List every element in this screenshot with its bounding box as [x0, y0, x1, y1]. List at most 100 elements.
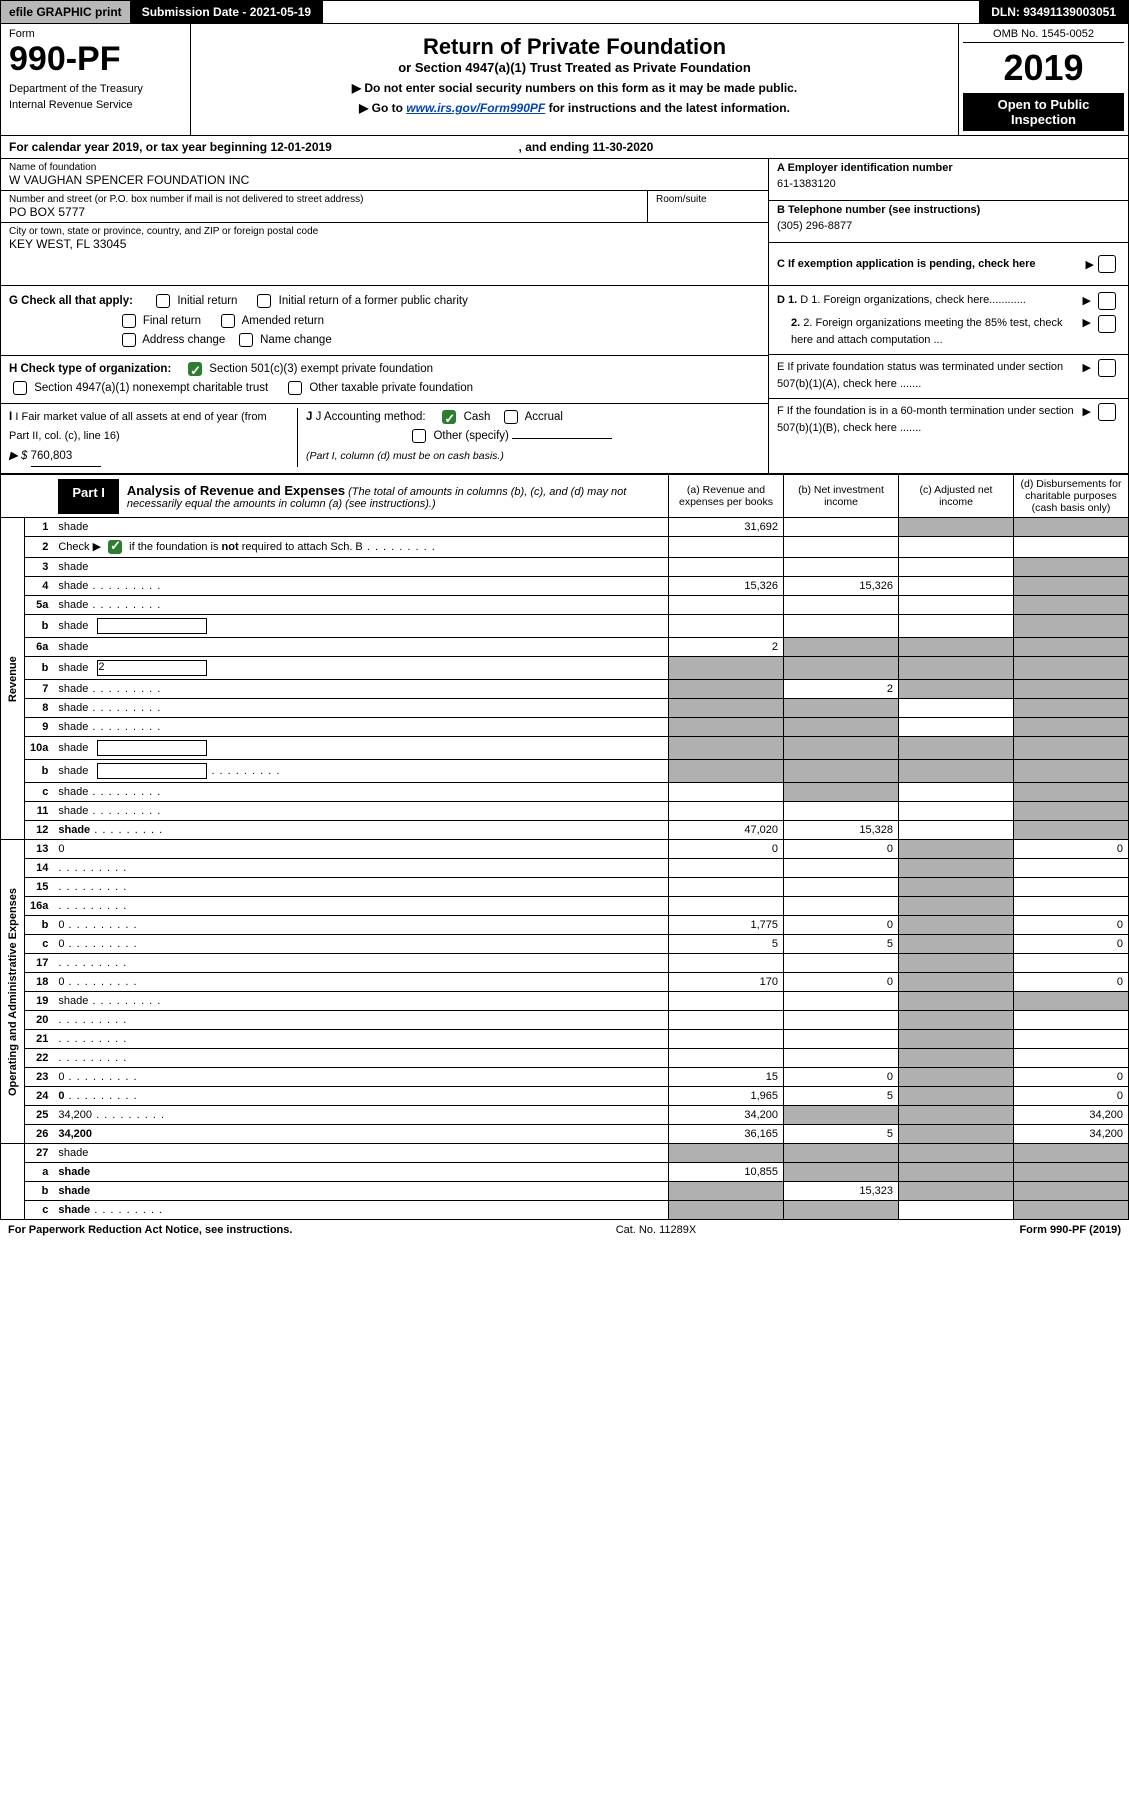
row-number: 8 — [25, 699, 54, 718]
dln-label: DLN: 93491139003051 — [979, 1, 1128, 23]
ein-label: A Employer identification number — [777, 162, 1120, 174]
accrual-checkbox[interactable] — [504, 410, 518, 424]
value-cell-d — [1014, 1144, 1129, 1163]
inline-input[interactable]: 2 — [97, 660, 207, 676]
value-cell-c — [899, 537, 1014, 558]
value-cell-d — [1014, 638, 1129, 657]
table-row: Operating and Administrative Expenses130… — [1, 840, 1129, 859]
inline-input[interactable] — [97, 618, 207, 634]
row-number: c — [25, 783, 54, 802]
value-cell-d — [1014, 537, 1129, 558]
value-cell-c — [899, 1106, 1014, 1125]
value-cell-b — [784, 1144, 899, 1163]
address-row: Number and street (or P.O. box number if… — [1, 191, 768, 223]
row-description: 0 — [53, 935, 668, 954]
exemption-checkbox[interactable] — [1098, 255, 1116, 273]
row-number: 23 — [25, 1068, 54, 1087]
value-cell-b — [784, 699, 899, 718]
arrow-icon: ▶ — [1086, 258, 1094, 271]
row-number: 7 — [25, 680, 54, 699]
f-checkbox[interactable] — [1098, 403, 1116, 421]
row-number: 26 — [25, 1125, 54, 1144]
addr-label: Number and street (or P.O. box number if… — [9, 194, 639, 205]
row-description: shade — [53, 1182, 668, 1201]
other-taxable-checkbox[interactable] — [288, 381, 302, 395]
value-cell-d — [1014, 821, 1129, 840]
value-cell-c — [899, 596, 1014, 615]
value-cell-b: 0 — [784, 840, 899, 859]
501c3-checkbox[interactable] — [188, 362, 202, 376]
part1-header: Part I Analysis of Revenue and Expenses … — [58, 479, 663, 514]
table-row: 2534,20034,20034,200 — [1, 1106, 1129, 1125]
omb-number: OMB No. 1545-0052 — [963, 28, 1124, 43]
h-opt-1: Section 501(c)(3) exempt private foundat… — [209, 363, 433, 375]
table-row: cshade — [1, 1201, 1129, 1220]
col-a-header: (a) Revenue and expenses per books — [669, 475, 784, 518]
row-number: 10a — [25, 737, 54, 760]
value-cell-b — [784, 1049, 899, 1068]
value-cell-a — [669, 783, 784, 802]
value-cell-b: 5 — [784, 1125, 899, 1144]
value-cell-b — [784, 897, 899, 916]
j-label: J Accounting method: — [316, 411, 426, 423]
inline-input[interactable] — [97, 740, 207, 756]
name-change-checkbox[interactable] — [239, 333, 253, 347]
j-note: (Part I, column (d) must be on cash basi… — [306, 450, 504, 462]
value-cell-a — [669, 1144, 784, 1163]
h-opt-2: Section 4947(a)(1) nonexempt charitable … — [34, 382, 268, 394]
open-public-label: Open to Public Inspection — [963, 93, 1124, 131]
efile-label[interactable]: efile GRAPHIC print — [1, 1, 130, 23]
row-number: 2 — [25, 537, 54, 558]
d1-checkbox[interactable] — [1098, 292, 1116, 310]
table-row: 8shade — [1, 699, 1129, 718]
value-cell-c — [899, 1125, 1014, 1144]
e-text: E If private foundation status was termi… — [777, 359, 1076, 394]
other-method-checkbox[interactable] — [412, 429, 426, 443]
amended-return-checkbox[interactable] — [221, 314, 235, 328]
address-change-checkbox[interactable] — [122, 333, 136, 347]
table-row: cshade — [1, 783, 1129, 802]
row-number: 13 — [25, 840, 54, 859]
cal-prefix: For calendar year 2019, or tax year begi… — [9, 140, 270, 154]
room-suite-cell: Room/suite — [648, 191, 768, 222]
value-cell-c — [899, 1030, 1014, 1049]
table-row: 2301500 — [1, 1068, 1129, 1087]
d2-text: 2. Foreign organizations meeting the 85%… — [791, 317, 1063, 347]
cash-checkbox[interactable] — [442, 410, 456, 424]
4947-checkbox[interactable] — [13, 381, 27, 395]
row-description: Check ▶ if the foundation is not require… — [53, 537, 668, 558]
value-cell-c — [899, 1201, 1014, 1220]
value-cell-d — [1014, 802, 1129, 821]
value-cell-b — [784, 1163, 899, 1182]
inline-input[interactable] — [97, 763, 207, 779]
e-checkbox[interactable] — [1098, 359, 1116, 377]
irs-link[interactable]: www.irs.gov/Form990PF — [406, 101, 545, 115]
value-cell-b: 5 — [784, 1087, 899, 1106]
value-cell-a: 5 — [669, 935, 784, 954]
row-number: 4 — [25, 577, 54, 596]
row-description: shade — [53, 699, 668, 718]
schb-checkbox[interactable] — [108, 540, 122, 554]
final-return-checkbox[interactable] — [122, 314, 136, 328]
table-row: 10ashade — [1, 737, 1129, 760]
row-description — [53, 1030, 668, 1049]
value-cell-a — [669, 615, 784, 638]
ein-value: 61-1383120 — [777, 178, 1120, 190]
value-cell-a: 10,855 — [669, 1163, 784, 1182]
initial-former-checkbox[interactable] — [257, 294, 271, 308]
initial-return-checkbox[interactable] — [156, 294, 170, 308]
value-cell-a — [669, 859, 784, 878]
row-description: 0 — [53, 916, 668, 935]
value-cell-b — [784, 657, 899, 680]
row-description — [53, 1011, 668, 1030]
value-cell-b — [784, 992, 899, 1011]
row-number: 5a — [25, 596, 54, 615]
row-description: shade — [53, 783, 668, 802]
i-label: I Fair market value of all assets at end… — [9, 411, 267, 443]
revenue-side-label: Revenue — [1, 518, 25, 840]
arrow-icon: ▶ — [1082, 315, 1090, 333]
d2-checkbox[interactable] — [1098, 315, 1116, 333]
row-description — [53, 897, 668, 916]
arrow-icon: ▶ — [1082, 404, 1090, 422]
form-number-box: Form 990-PF Department of the Treasury I… — [1, 24, 191, 135]
